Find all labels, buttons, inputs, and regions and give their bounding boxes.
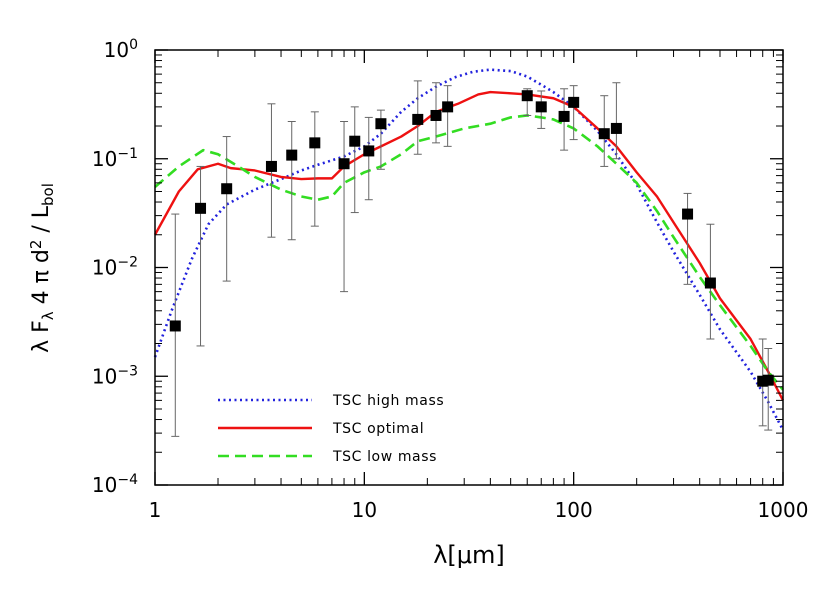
observations — [169, 80, 774, 437]
observation-point — [598, 95, 610, 167]
observation-point — [195, 165, 207, 347]
plot-frame — [154, 49, 784, 486]
data-marker — [598, 128, 610, 140]
observation-point — [349, 106, 361, 214]
legend-label: TSC high mass — [332, 393, 444, 409]
observation-point — [762, 347, 774, 431]
observation-point — [535, 90, 547, 129]
series-line-dotted — [153, 68, 785, 431]
data-marker — [412, 113, 424, 125]
observation-point — [412, 80, 424, 155]
x-axis-label: λ[μm] — [433, 541, 505, 569]
observation-point — [682, 192, 694, 285]
data-marker — [363, 145, 375, 157]
data-marker — [535, 101, 547, 113]
legend-label: TSC optimal — [332, 421, 424, 437]
y-tick-base: 10 — [92, 256, 117, 280]
y-tick-label: 10−3 — [92, 364, 138, 389]
y-tick-label: 100 — [104, 37, 138, 62]
observation-point — [430, 82, 442, 144]
legend: TSC high mass TSC optimal TSC low mass — [218, 393, 444, 465]
y-tick-exponent: −1 — [117, 146, 138, 162]
data-marker — [762, 374, 774, 386]
data-marker — [195, 202, 207, 214]
data-marker — [442, 101, 454, 113]
y-tick-exponent: −2 — [117, 255, 138, 271]
data-marker — [610, 122, 622, 134]
observation-point — [265, 103, 277, 238]
x-tick-label: 1 — [149, 498, 162, 522]
observation-point — [169, 213, 181, 437]
observation-point — [375, 109, 387, 170]
observation-point — [568, 85, 580, 141]
y-tick-label: 10−4 — [92, 472, 138, 497]
y-tick-label: 10−2 — [92, 255, 138, 280]
data-marker — [309, 137, 321, 149]
data-marker — [521, 90, 533, 102]
data-marker — [286, 149, 298, 161]
data-marker — [349, 135, 361, 147]
observation-point — [338, 121, 350, 293]
model-curves — [153, 68, 785, 431]
x-tick-label: 10 — [352, 498, 377, 522]
data-marker — [169, 320, 181, 332]
x-tick-label: 1000 — [758, 498, 809, 522]
y-tick-exponent: −3 — [117, 364, 138, 380]
observation-point — [610, 82, 622, 160]
observation-point — [442, 85, 454, 147]
y-tick-exponent: 0 — [129, 37, 138, 53]
observation-point — [521, 88, 533, 116]
data-marker — [757, 375, 769, 387]
observation-point — [558, 88, 570, 151]
y-tick-label: 10−1 — [92, 146, 138, 171]
data-marker — [558, 110, 570, 122]
series-line-solid — [153, 90, 785, 401]
legend-label: TSC low mass — [332, 449, 437, 465]
data-marker — [682, 208, 694, 220]
y-tick-base: 10 — [92, 364, 117, 388]
y-tick-exponent: −4 — [117, 472, 138, 488]
y-tick-base: 10 — [104, 38, 129, 62]
observation-point — [286, 121, 298, 241]
data-marker — [704, 277, 716, 289]
observation-point — [363, 116, 375, 201]
data-marker — [430, 109, 442, 121]
observation-point — [704, 223, 716, 340]
data-marker — [221, 183, 233, 195]
observation-point — [757, 338, 769, 427]
y-tick-base: 10 — [92, 147, 117, 171]
data-marker — [375, 118, 387, 130]
y-tick-base: 10 — [92, 473, 117, 497]
observation-point — [221, 136, 233, 282]
observation-point — [309, 111, 321, 227]
x-tick-label: 100 — [555, 498, 593, 522]
y-axis-label: λ Fλ 4 π d2 / Lbol — [27, 183, 56, 353]
data-marker — [265, 160, 277, 172]
series-line-dashed — [154, 114, 785, 391]
data-marker — [338, 158, 350, 170]
data-marker — [568, 96, 580, 108]
